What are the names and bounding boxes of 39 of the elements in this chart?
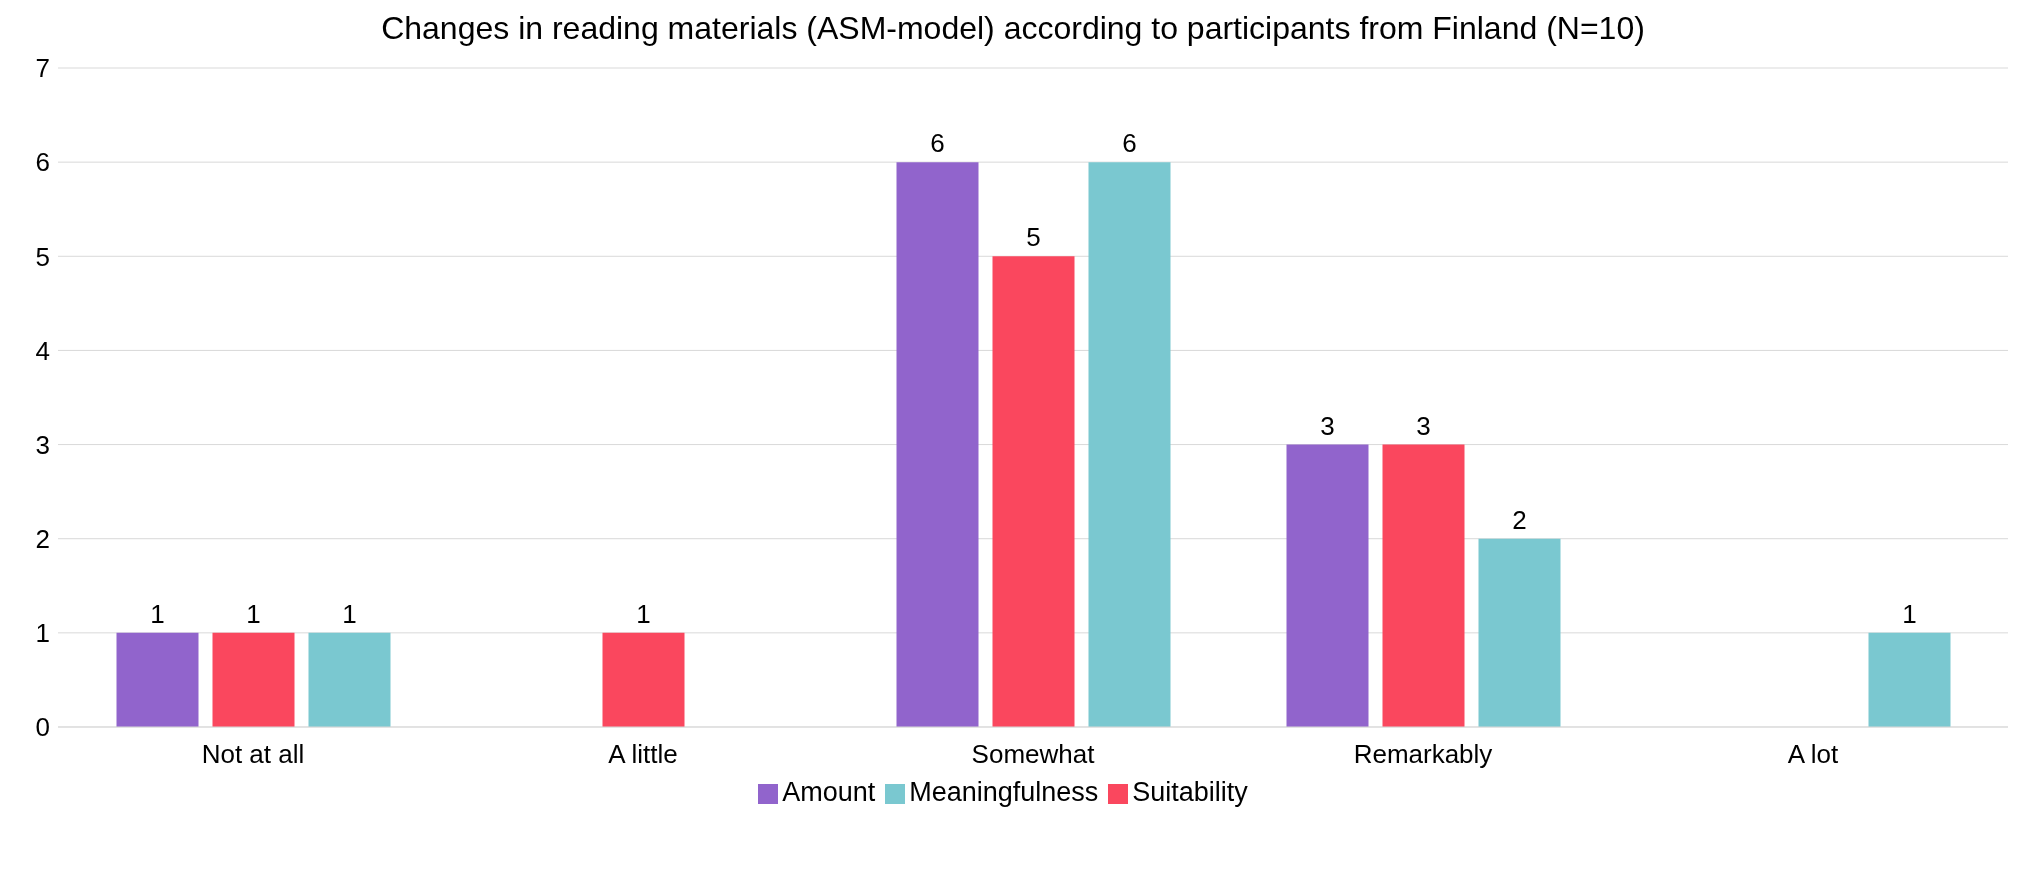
- y-tick-label: 3: [35, 429, 50, 460]
- legend-label: Suitability: [1132, 777, 1248, 807]
- data-label: 1: [246, 598, 261, 629]
- x-tick-label: A little: [608, 739, 678, 770]
- legend-label: Meaningfulness: [909, 777, 1099, 807]
- bar: [212, 632, 295, 727]
- bar: [1088, 162, 1171, 727]
- y-tick-label: 6: [35, 147, 50, 178]
- y-tick-label: 7: [35, 53, 50, 84]
- data-label: 6: [1122, 128, 1137, 159]
- legend-label: Amount: [782, 777, 876, 807]
- x-tick-label: A lot: [1787, 739, 1840, 770]
- data-label: 3: [1416, 410, 1431, 441]
- bar: [308, 632, 391, 727]
- bar: [1286, 444, 1369, 727]
- data-label: 6: [930, 128, 945, 159]
- chart-title: Changes in reading materials (ASM-model) according to participants from Finland (N=10): [380, 9, 1646, 48]
- bar: [602, 632, 685, 727]
- y-tick-label: 4: [35, 335, 50, 366]
- data-label: 2: [1512, 504, 1527, 535]
- y-tick-label: 5: [35, 241, 50, 272]
- bar: [116, 632, 199, 727]
- data-label: 1: [150, 598, 165, 629]
- bar: [992, 256, 1075, 727]
- y-tick-label: 0: [35, 712, 50, 743]
- data-label: 5: [1026, 222, 1041, 253]
- x-tick-label: Not at all: [201, 739, 305, 770]
- bar: [1382, 444, 1465, 727]
- x-tick-label: Remarkably: [1353, 739, 1493, 770]
- bar: [1478, 538, 1561, 727]
- data-label: 3: [1320, 410, 1335, 441]
- y-tick-label: 2: [35, 523, 50, 554]
- data-label: 1: [342, 598, 357, 629]
- x-tick-label: Somewhat: [971, 739, 1096, 770]
- bar: [1868, 632, 1951, 727]
- data-label: 1: [636, 598, 651, 629]
- data-label: 1: [1902, 598, 1917, 629]
- bar: [896, 162, 979, 727]
- y-tick-label: 1: [35, 618, 50, 649]
